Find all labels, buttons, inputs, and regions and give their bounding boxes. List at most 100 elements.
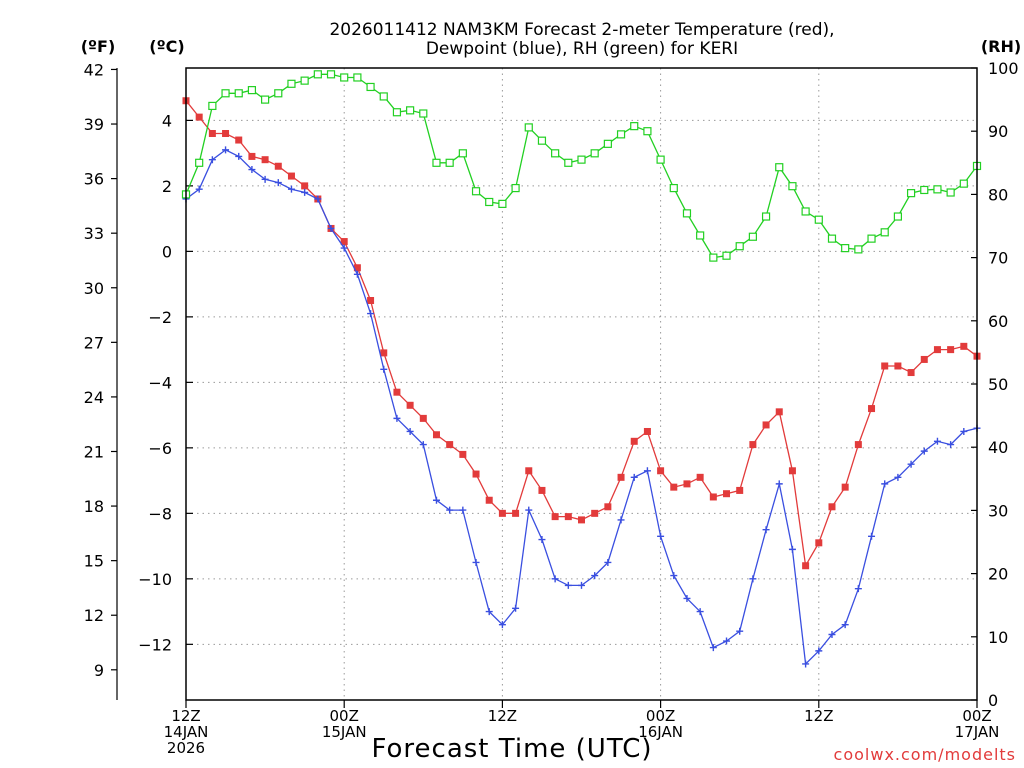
celsius-tick-label: −12 [138, 635, 172, 654]
rh-point [551, 149, 560, 158]
chart-title: 2026011412 NAM3KM Forecast 2-meter Tempe… [329, 20, 834, 40]
dewpoint-point [195, 185, 203, 193]
celsius-tick-label: −6 [148, 439, 172, 458]
temperature-point [881, 362, 889, 370]
rh-point [603, 139, 612, 148]
rh-point [735, 242, 744, 251]
temperature-point [841, 483, 849, 491]
rh-line [185, 73, 978, 259]
rh-point [761, 212, 771, 221]
temperature-point [723, 490, 731, 498]
celsius-tick-label: 4 [162, 111, 172, 130]
dewpoint-point [749, 575, 757, 583]
rh-point [353, 73, 362, 82]
dewpoint-point [736, 627, 744, 635]
dewpoint-point [314, 195, 322, 203]
plot-frame [185, 67, 978, 701]
dewpoint-point [670, 572, 678, 580]
x-tick-label: 12Z [488, 707, 517, 725]
temperature-point [551, 513, 559, 521]
rh-point [590, 149, 599, 158]
temperature-point [643, 427, 651, 435]
temperature-point [512, 509, 520, 517]
rh-point [471, 187, 481, 196]
rh-point [959, 179, 968, 188]
rh-point [406, 106, 415, 115]
dewpoint-point [643, 467, 651, 475]
fahrenheit-tick-label: 42 [84, 60, 104, 79]
rh-point [498, 199, 507, 208]
rh-point [537, 136, 547, 145]
rh-point [261, 95, 270, 104]
rh-tick-label: 30 [988, 501, 1008, 520]
celsius-tick-label: −2 [148, 308, 172, 327]
dewpoint-point [340, 244, 348, 252]
fahrenheit-unit-label: (ºF) [81, 37, 116, 56]
x-tick-label: 2026 [167, 739, 205, 757]
temperature-point [393, 388, 401, 396]
rh-tick-label: 10 [988, 628, 1008, 647]
dewpoint-point [419, 441, 427, 449]
celsius-tick-label: 2 [162, 177, 172, 196]
rh-point [656, 155, 665, 164]
credit-label: coolwx.com/modelts [834, 745, 1016, 764]
dewpoint-point [538, 536, 546, 544]
rh-point [432, 158, 441, 167]
dewpoint-point [274, 179, 282, 187]
rh-point [709, 253, 718, 262]
dewpoint-point [709, 644, 717, 652]
dewpoint-point [459, 506, 467, 514]
dewpoint-point [617, 516, 625, 524]
dewpoint-point [788, 545, 796, 553]
temperature-point [274, 162, 282, 170]
dewpoint-point [854, 585, 862, 593]
dewpoint-point [301, 188, 309, 196]
temperature-point [591, 509, 599, 517]
rh-point [300, 76, 309, 85]
dewpoint-point [815, 647, 823, 655]
dewpoint-point [841, 621, 849, 629]
temperature-point [222, 129, 230, 137]
temperature-point [828, 503, 836, 511]
rh-point [933, 185, 942, 194]
dewpoint-point [696, 608, 704, 616]
temperature-point [894, 362, 902, 370]
rh-tick-label: 70 [988, 249, 1008, 268]
dewpoint-point [485, 608, 493, 616]
dewpoint-point [525, 506, 533, 514]
rh-point [247, 86, 257, 95]
dewpoint-point [828, 631, 836, 639]
x-tick-label: 12Z [804, 707, 833, 725]
temperature-point [670, 483, 678, 491]
x-tick-label: 15JAN [322, 723, 367, 741]
x-tick-label: 00Z [962, 707, 991, 725]
rh-tick-label: 100 [988, 59, 1019, 78]
temperature-point [498, 509, 506, 517]
rh-point [287, 79, 296, 88]
rh-point [524, 123, 533, 132]
temperature-point [657, 467, 665, 475]
x-tick-label: 00Z [330, 707, 359, 725]
rh-axis: 0 10 20 30 40 50 60 70 80 90 100 [971, 59, 1019, 710]
dewpoint-point [327, 224, 335, 232]
x-tick-label: 00Z [646, 707, 675, 725]
rh-point [419, 109, 428, 118]
temperature-point [485, 496, 493, 504]
temperature-point [578, 516, 585, 524]
temperature-point [446, 441, 454, 449]
temperature-point [195, 113, 203, 121]
rh-tick-label: 80 [988, 185, 1008, 204]
rh-tick-label: 0 [988, 691, 998, 710]
chart-subtitle: Dewpoint (blue), RH (green) for KERI [426, 39, 738, 59]
rh-point [867, 234, 876, 243]
rh-tick-label: 20 [988, 565, 1008, 584]
dewpoint-point [762, 526, 770, 534]
dewpoint-point [446, 506, 454, 514]
temperature-point [683, 480, 691, 488]
dewpoint-point [261, 175, 269, 183]
rh-point [841, 244, 850, 253]
rh-point [643, 127, 652, 136]
dewpoint-point [657, 532, 665, 540]
temperature-point [947, 346, 955, 354]
